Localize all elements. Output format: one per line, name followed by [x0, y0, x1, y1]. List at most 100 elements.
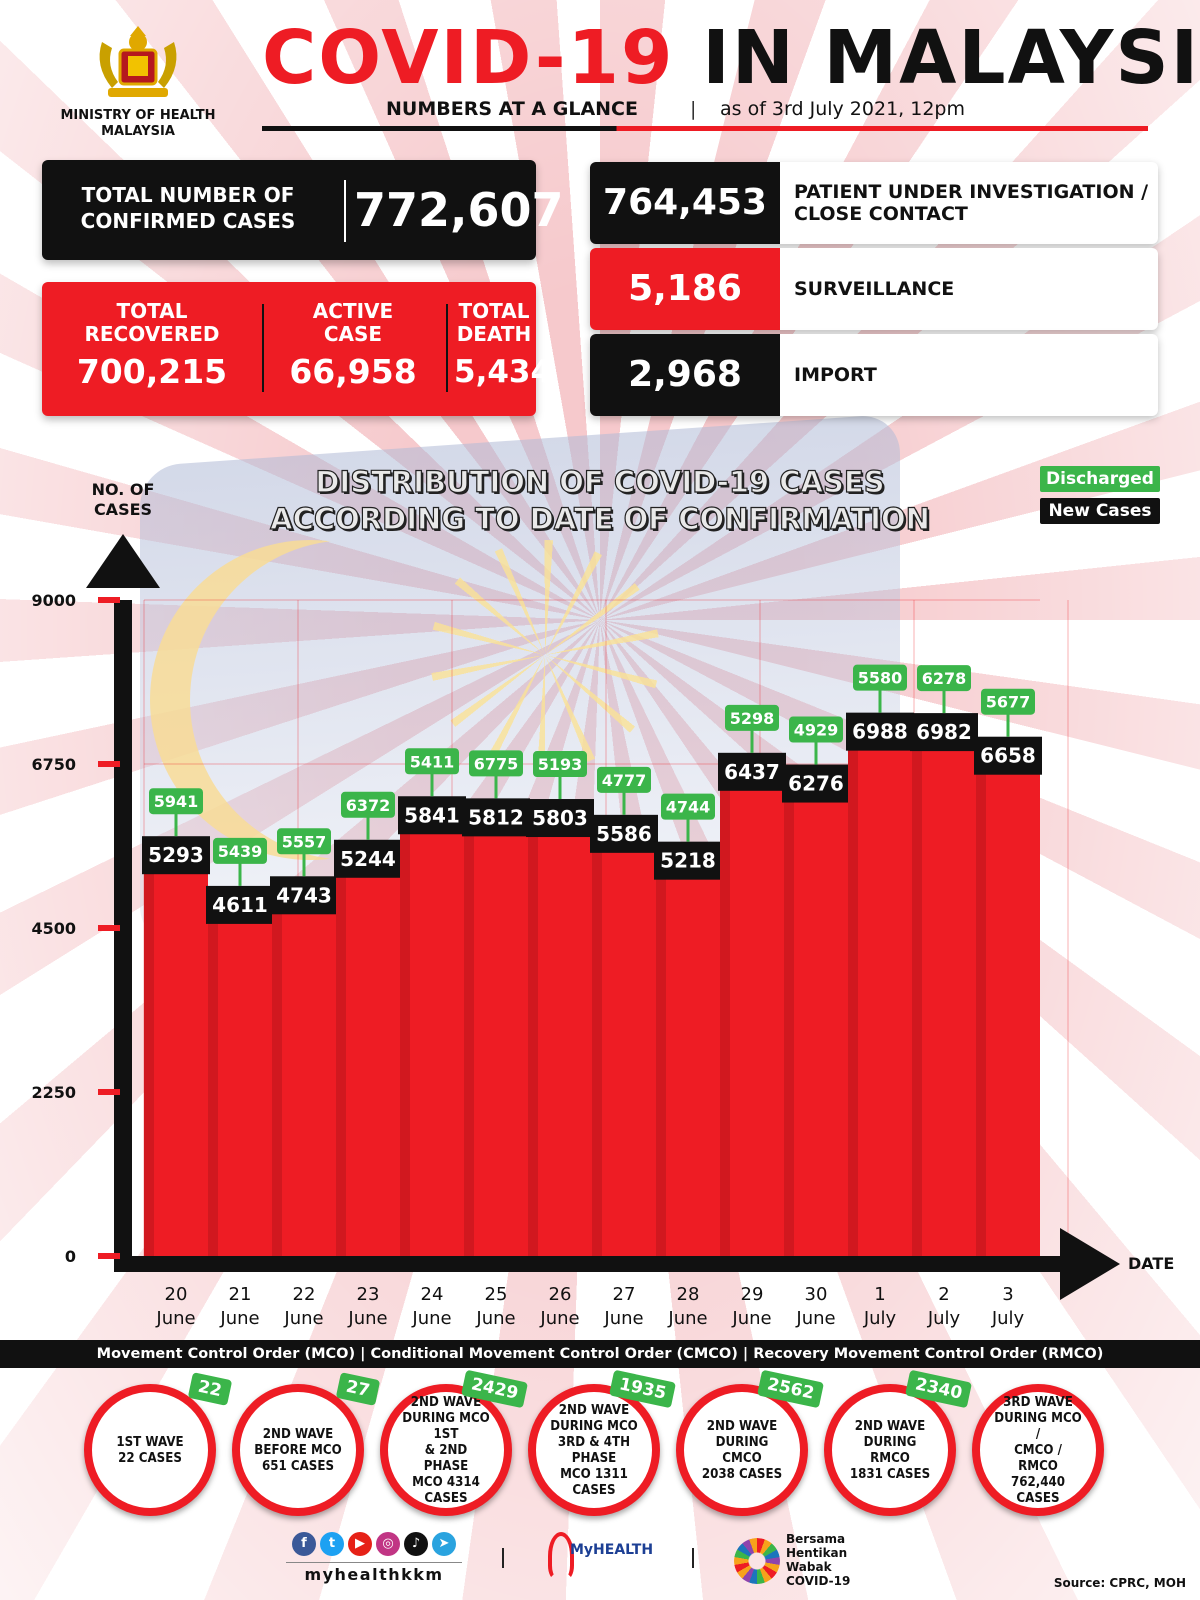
- category-pui-label: PATIENT UNDER INVESTIGATION / CLOSE CONT…: [794, 181, 1149, 225]
- wave-text: 3RD WAVE DURING MCO / CMCO / RMCO 762,44…: [994, 1394, 1082, 1506]
- twitter-icon[interactable]: t: [320, 1532, 344, 1556]
- discharged-badge: [469, 750, 523, 777]
- summary-box: TOTAL RECOVERED 700,215 ACTIVE CASE 66,9…: [42, 282, 552, 416]
- category-surveillance-label: SURVEILLANCE: [794, 278, 955, 300]
- bar: [336, 873, 400, 1256]
- recovered-label: TOTAL RECOVERED: [84, 299, 220, 346]
- discharged-badge: [405, 748, 459, 775]
- tiktok-icon[interactable]: ♪: [404, 1532, 428, 1556]
- bar: [848, 746, 912, 1256]
- new-cases-label: 4611: [212, 893, 268, 917]
- wave-circle: 3RD WAVE DURING MCO / CMCO / RMCO 762,44…: [972, 1384, 1104, 1516]
- bar: [144, 870, 208, 1256]
- bar: [208, 919, 272, 1256]
- discharged-badge: [853, 664, 907, 691]
- facebook-icon[interactable]: f: [292, 1532, 316, 1556]
- x-tick-day: 21: [229, 1284, 252, 1305]
- discharged-badge: [661, 793, 715, 820]
- discharged-badge: [533, 751, 587, 778]
- footer-separator: [502, 1548, 504, 1568]
- x-axis: [114, 1256, 1080, 1272]
- chart-title: DISTRIBUTION OF COVID-19 CASES ACCORDING…: [270, 464, 931, 536]
- new-cases-label-box: [910, 713, 978, 752]
- legend-discharged: Discharged: [1040, 466, 1160, 492]
- bar: [272, 910, 336, 1256]
- new-cases-label: 6988: [852, 720, 908, 744]
- wave-circle: 2ND WAVE BEFORE MCO 651 CASES 27: [232, 1372, 381, 1516]
- confirmed-cases-label: TOTAL NUMBER OF CONFIRMED CASES: [80, 183, 296, 233]
- x-tick-day: 24: [421, 1284, 444, 1305]
- x-tick-month: June: [347, 1308, 387, 1329]
- page-title: COVID-19 IN MALAYSIA: [262, 18, 1200, 98]
- background-star: [430, 540, 660, 770]
- subtitle-date: as of 3rd July 2021, 12pm: [720, 98, 965, 120]
- new-cases-label-box: [526, 799, 594, 838]
- new-cases-label-box: [206, 885, 274, 924]
- new-cases-label: 5586: [596, 822, 652, 846]
- wave-text: 2ND WAVE DURING MCO 3RD & 4TH PHASE MCO …: [550, 1402, 638, 1498]
- new-cases-label-box: [782, 764, 850, 803]
- active-stat: ACTIVE CASE 66,958: [258, 300, 448, 394]
- telegram-icon[interactable]: ➤: [432, 1532, 456, 1556]
- y-tick-mark: [98, 925, 120, 931]
- new-cases-label-box: [974, 736, 1042, 775]
- y-tick-mark: [98, 761, 120, 767]
- x-tick-month: June: [475, 1308, 515, 1329]
- wave-circle: 2ND WAVE DURING RMCO 1831 CASES 2340: [824, 1369, 973, 1516]
- x-tick-month: June: [283, 1308, 323, 1329]
- discharged-badge: [981, 688, 1035, 715]
- wave-circle: 2ND WAVE DURING MCO 3RD & 4TH PHASE MCO …: [528, 1369, 677, 1516]
- youtube-icon[interactable]: ▶: [348, 1532, 372, 1556]
- subtitle-separator: |: [690, 98, 697, 120]
- bar-shade: [592, 848, 602, 1256]
- bar-shade: [656, 875, 666, 1256]
- discharged-label: 5941: [154, 792, 199, 811]
- divider: [344, 180, 346, 242]
- x-tick-month: July: [863, 1308, 897, 1329]
- new-cases-label: 5841: [404, 803, 460, 827]
- bar: [976, 770, 1040, 1256]
- y-axis: [114, 600, 132, 1272]
- new-cases-label: 5812: [468, 805, 524, 829]
- x-tick-month: July: [927, 1308, 961, 1329]
- wave-circle: 2ND WAVE DURING CMCO 2038 CASES 2562: [676, 1369, 825, 1516]
- new-cases-label-box: [590, 814, 658, 853]
- x-tick-day: 22: [293, 1284, 316, 1305]
- x-tick-month: June: [795, 1308, 835, 1329]
- myhealth-figure-icon: [548, 1532, 574, 1580]
- discharged-label: 6372: [346, 796, 391, 815]
- y-tick-label: 0: [65, 1247, 76, 1266]
- legend-new-cases: New Cases: [1040, 498, 1160, 524]
- discharged-label: 5193: [538, 755, 583, 774]
- footer-separator: [692, 1548, 694, 1568]
- bar-shade: [144, 870, 154, 1256]
- confirmed-cases-box: TOTAL NUMBER OF CONFIRMED CASES 772,607: [42, 160, 564, 260]
- category-surveillance-value: 5,186: [590, 248, 780, 330]
- confirmed-cases-value: 772,607: [354, 183, 564, 237]
- bar-shade: [528, 833, 538, 1256]
- instagram-icon[interactable]: ◎: [376, 1532, 400, 1556]
- new-cases-label-box: [718, 752, 786, 791]
- category-import-label: IMPORT: [794, 364, 877, 386]
- bar: [464, 832, 528, 1256]
- active-label: ACTIVE CASE: [312, 299, 394, 346]
- discharged-label: 5439: [218, 842, 263, 861]
- x-tick-month: June: [667, 1308, 707, 1329]
- subtitle: NUMBERS AT A GLANCE | as of 3rd July 202…: [262, 94, 1142, 124]
- bar-shade: [208, 919, 218, 1256]
- social-icons: f t ▶ ◎ ♪ ➤: [286, 1532, 462, 1556]
- discharged-badge: [341, 791, 395, 818]
- y-tick-label: 9000: [31, 591, 76, 610]
- chart-legend: Discharged New Cases: [1040, 466, 1160, 530]
- x-tick-month: June: [731, 1308, 771, 1329]
- bar: [400, 830, 464, 1256]
- discharged-label: 5411: [410, 752, 455, 771]
- bar: [912, 747, 976, 1256]
- bar-shade: [848, 746, 858, 1256]
- new-cases-label: 6437: [724, 760, 780, 784]
- wave-circle: 1ST WAVE 22 CASES 22: [84, 1372, 233, 1516]
- x-tick-day: 2: [938, 1284, 949, 1305]
- x-tick-day: 26: [549, 1284, 572, 1305]
- x-tick-day: 23: [357, 1284, 380, 1305]
- bar-shade: [720, 786, 730, 1256]
